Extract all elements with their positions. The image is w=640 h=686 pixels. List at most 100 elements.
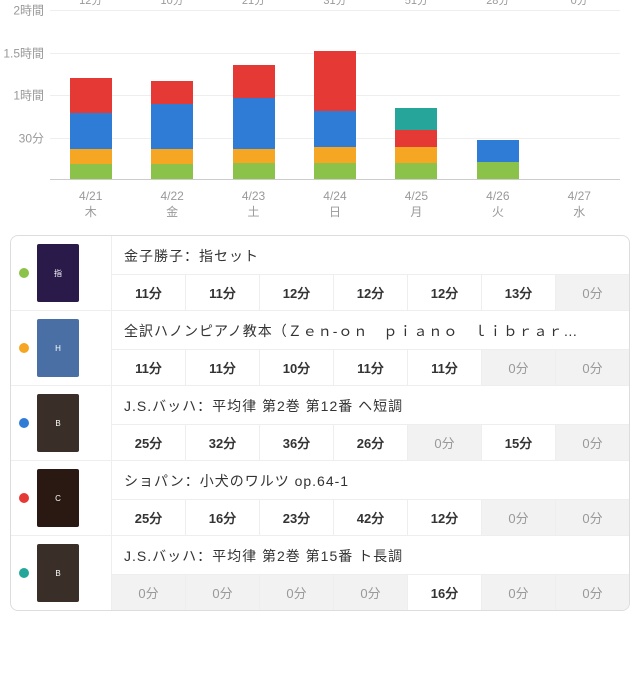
bar-segment — [70, 78, 112, 113]
time-cell: 11分 — [111, 275, 185, 310]
bar-segment — [314, 51, 356, 111]
bar-segment — [151, 104, 193, 149]
time-cell: 13分 — [481, 275, 555, 310]
series-color-dot — [19, 568, 29, 578]
bar-segment — [395, 108, 437, 131]
bar-value-label: 51分 — [405, 0, 428, 8]
time-cell: 12分 — [407, 500, 481, 535]
bar-value-label: 1時間 21分 — [239, 0, 267, 8]
series-color-dot — [19, 418, 29, 428]
x-tick-label: 4/26 火 — [457, 185, 538, 225]
chart-bars: 1時間 12分1時間 10分1時間 21分1時間 31分51分28分0分 — [50, 10, 620, 180]
item-title: J.S.バッハ：平均律 第2巻 第15番 ト長調 — [111, 536, 629, 574]
bar-segment — [70, 164, 112, 180]
time-cell: 0分 — [481, 350, 555, 385]
y-tick-label: 1時間 — [13, 87, 44, 104]
time-cell: 0分 — [185, 575, 259, 610]
bar-segment — [314, 147, 356, 163]
chart-plot: 1時間 12分1時間 10分1時間 21分1時間 31分51分28分0分 — [50, 10, 620, 180]
item-title: ショパン：小犬のワルツ op.64-1 — [111, 461, 629, 499]
bar-segment — [151, 81, 193, 104]
time-cell: 0分 — [555, 500, 629, 535]
time-cell: 11分 — [333, 350, 407, 385]
series-color-dot — [19, 343, 29, 353]
bar-segment — [314, 111, 356, 148]
series-color-dot — [19, 268, 29, 278]
item-thumbnail: B — [37, 544, 79, 602]
time-cell: 0分 — [481, 575, 555, 610]
bar-segment — [233, 65, 275, 98]
time-cell: 16分 — [185, 500, 259, 535]
time-cell: 0分 — [333, 575, 407, 610]
time-cell: 0分 — [555, 575, 629, 610]
bar-value-label: 0分 — [571, 0, 588, 8]
bar-segment — [395, 147, 437, 163]
bar-segment — [233, 163, 275, 180]
bar-segment — [395, 163, 437, 180]
bar-column[interactable]: 0分 — [539, 10, 620, 180]
bar-value-label: 1時間 12分 — [77, 0, 105, 8]
time-cell: 12分 — [407, 275, 481, 310]
bar-segment — [233, 98, 275, 149]
time-cell: 11分 — [185, 275, 259, 310]
x-tick-label: 4/21 木 — [50, 185, 131, 225]
item-title: J.S.バッハ：平均律 第2巻 第12番 ヘ短調 — [111, 386, 629, 424]
bar-segment — [477, 162, 519, 180]
time-cell: 12分 — [259, 275, 333, 310]
bar-segment — [70, 113, 112, 148]
practice-item-row[interactable]: H全訳ハノンピアノ教本（Ｚｅｎ‐ｏｎ ｐｉａｎｏ ｌｉｂｒａｒ…11分11分10… — [11, 310, 629, 385]
y-axis: 2時間1.5時間1時間30分 — [0, 10, 48, 180]
time-cell: 11分 — [185, 350, 259, 385]
bar-value-label: 1時間 10分 — [158, 0, 186, 8]
time-cell: 12分 — [333, 275, 407, 310]
bar-segment — [314, 163, 356, 180]
x-tick-label: 4/23 土 — [213, 185, 294, 225]
time-cell: 0分 — [259, 575, 333, 610]
time-cell: 36分 — [259, 425, 333, 460]
item-thumbnail: B — [37, 394, 79, 452]
time-cell: 10分 — [259, 350, 333, 385]
time-cell: 0分 — [555, 275, 629, 310]
time-cell: 0分 — [407, 425, 481, 460]
practice-chart: 2時間1.5時間1時間30分 1時間 12分1時間 10分1時間 21分1時間 … — [0, 0, 640, 225]
time-cell: 0分 — [111, 575, 185, 610]
time-cell: 25分 — [111, 425, 185, 460]
time-cell: 0分 — [481, 500, 555, 535]
bar-segment — [151, 164, 193, 180]
bar-segment — [70, 149, 112, 165]
series-color-dot — [19, 493, 29, 503]
time-cell: 32分 — [185, 425, 259, 460]
item-title: 全訳ハノンピアノ教本（Ｚｅｎ‐ｏｎ ｐｉａｎｏ ｌｉｂｒａｒ… — [111, 311, 629, 349]
bar-segment — [477, 140, 519, 161]
item-thumbnail: 指 — [37, 244, 79, 302]
time-cell: 15分 — [481, 425, 555, 460]
bar-segment — [395, 130, 437, 147]
bar-value-label: 28分 — [486, 0, 509, 8]
x-tick-label: 4/24 日 — [294, 185, 375, 225]
bar-column[interactable]: 1時間 31分 — [294, 10, 375, 180]
x-axis: 4/21 木4/22 金4/23 土4/24 日4/25 月4/26 火4/27… — [50, 185, 620, 225]
practice-item-row[interactable]: 指金子勝子：指セット11分11分12分12分12分13分0分 — [11, 236, 629, 310]
y-tick-label: 1.5時間 — [3, 44, 44, 61]
y-tick-label: 2時間 — [13, 2, 44, 19]
bar-column[interactable]: 51分 — [376, 10, 457, 180]
practice-item-row[interactable]: BJ.S.バッハ：平均律 第2巻 第12番 ヘ短調25分32分36分26分0分1… — [11, 385, 629, 460]
bar-column[interactable]: 28分 — [457, 10, 538, 180]
bar-column[interactable]: 1時間 12分 — [50, 10, 131, 180]
time-cell: 11分 — [111, 350, 185, 385]
time-cell: 0分 — [555, 350, 629, 385]
bar-column[interactable]: 1時間 21分 — [213, 10, 294, 180]
bar-column[interactable]: 1時間 10分 — [131, 10, 212, 180]
time-cell: 42分 — [333, 500, 407, 535]
x-tick-label: 4/25 月 — [376, 185, 457, 225]
practice-item-row[interactable]: Cショパン：小犬のワルツ op.64-125分16分23分42分12分0分0分 — [11, 460, 629, 535]
time-cell: 0分 — [555, 425, 629, 460]
time-cell: 16分 — [407, 575, 481, 610]
bar-segment — [233, 149, 275, 163]
item-thumbnail: C — [37, 469, 79, 527]
practice-table: 指金子勝子：指セット11分11分12分12分12分13分0分 H 全訳ハノンピアノ教… — [10, 235, 630, 611]
bar-value-label: 1時間 31分 — [321, 0, 349, 8]
item-thumbnail: H — [37, 319, 79, 377]
practice-item-row[interactable]: BJ.S.バッハ：平均律 第2巻 第15番 ト長調0分0分0分0分16分0分0分 — [11, 535, 629, 610]
x-tick-label: 4/27 水 — [539, 185, 620, 225]
